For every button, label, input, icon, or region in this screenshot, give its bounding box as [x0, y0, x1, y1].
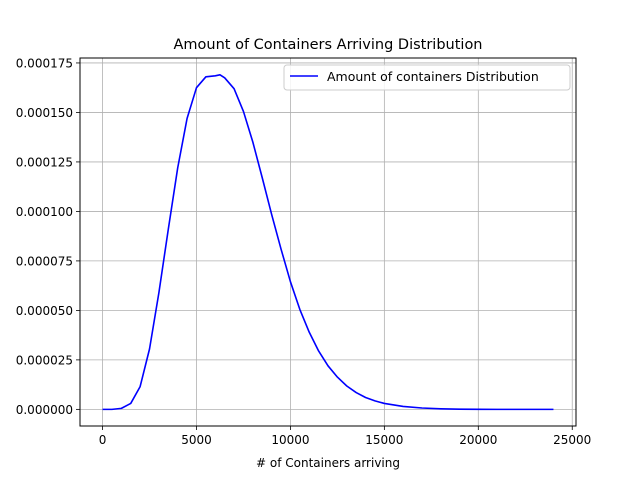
- y-tick-label: 0.000050: [16, 304, 73, 318]
- y-axis-ticks: 0.000000 0.000025 0.000050 0.000075 0.000100…: [16, 56, 80, 417]
- y-tick-label: 0.000000: [16, 403, 73, 417]
- y-tick-label: 0.000150: [16, 106, 73, 120]
- plot-frame: [79, 57, 577, 427]
- x-tick-label: 20000: [459, 433, 497, 447]
- series-layer: [102, 74, 554, 411]
- x-tick-label: 25000: [553, 433, 591, 447]
- series-line: [102, 74, 554, 411]
- y-tick-label: 0.000025: [16, 353, 73, 367]
- x-axis-label: # of Containers arriving: [256, 456, 400, 470]
- y-tick-label: 0.000075: [16, 254, 73, 268]
- grid-lines: [80, 58, 576, 426]
- chart-title: Amount of Containers Arriving Distributi…: [173, 37, 482, 53]
- x-tick-label: 15000: [365, 433, 403, 447]
- x-axis-ticks: 0 5000 10000 15000 20000 25000: [99, 426, 591, 447]
- x-tick-label: 0: [99, 433, 107, 447]
- legend-box: [283, 64, 571, 91]
- legend-label: Amount of containers Distribution: [327, 69, 539, 84]
- y-tick-label: 0.000100: [16, 205, 73, 219]
- legend: Amount of containers Distribution: [283, 64, 571, 91]
- y-tick-label: 0.000125: [16, 155, 73, 169]
- x-tick-label: 5000: [181, 433, 212, 447]
- y-tick-label: 0.000175: [16, 56, 73, 70]
- x-tick-label: 10000: [271, 433, 309, 447]
